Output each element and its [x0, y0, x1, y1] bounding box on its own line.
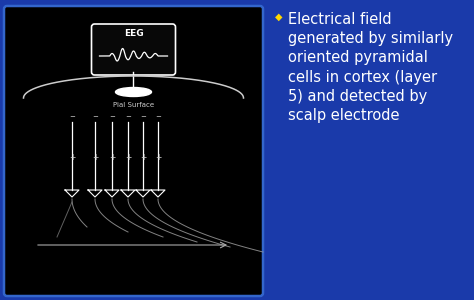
Text: +: + [69, 152, 75, 161]
FancyBboxPatch shape [4, 6, 263, 296]
Text: −: − [109, 114, 115, 120]
Text: −: − [155, 114, 161, 120]
Text: +: + [125, 152, 131, 161]
Ellipse shape [116, 88, 152, 97]
FancyBboxPatch shape [91, 24, 175, 75]
Text: ◆: ◆ [275, 12, 283, 22]
Text: −: − [92, 114, 98, 120]
Text: +: + [155, 152, 161, 161]
Text: Electrical field
generated by similarly
oriented pyramidal
cells in cortex (laye: Electrical field generated by similarly … [288, 12, 453, 123]
Text: −: − [69, 114, 75, 120]
Text: EEG: EEG [124, 29, 143, 38]
Text: +: + [140, 152, 146, 161]
Text: −: − [125, 114, 131, 120]
Text: +: + [92, 152, 98, 161]
Text: +: + [109, 152, 115, 161]
Text: Pial Surface: Pial Surface [113, 102, 154, 108]
Text: −: − [140, 114, 146, 120]
